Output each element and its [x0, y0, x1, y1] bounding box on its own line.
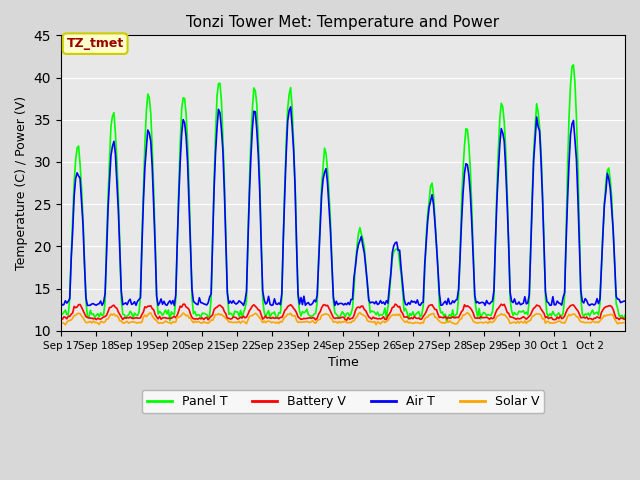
Solar V: [77, 313, 85, 319]
X-axis label: Time: Time: [328, 356, 358, 369]
Solar V: [95, 322, 103, 327]
Battery V: [546, 315, 554, 321]
Solar V: [620, 320, 627, 325]
Line: Panel T: Panel T: [61, 65, 625, 322]
Panel T: [94, 311, 102, 316]
Battery V: [57, 316, 65, 322]
Panel T: [620, 316, 627, 322]
Air T: [287, 104, 294, 110]
Panel T: [57, 310, 65, 315]
Solar V: [621, 320, 629, 325]
Solar V: [57, 319, 65, 325]
Panel T: [443, 319, 451, 325]
Line: Air T: Air T: [61, 107, 625, 305]
Title: Tonzi Tower Met: Temperature and Power: Tonzi Tower Met: Temperature and Power: [186, 15, 499, 30]
Air T: [95, 301, 103, 307]
Line: Battery V: Battery V: [61, 304, 625, 320]
Panel T: [621, 312, 629, 318]
Solar V: [349, 318, 356, 324]
Air T: [76, 175, 84, 181]
Panel T: [76, 161, 84, 167]
Panel T: [545, 313, 552, 319]
Air T: [84, 302, 92, 308]
Air T: [57, 300, 65, 306]
Battery V: [392, 301, 399, 307]
Solar V: [546, 321, 554, 326]
Air T: [462, 161, 470, 167]
Battery V: [462, 304, 470, 310]
Panel T: [461, 143, 468, 149]
Air T: [620, 299, 627, 304]
Legend: Panel T, Battery V, Air T, Solar V: Panel T, Battery V, Air T, Solar V: [141, 390, 545, 413]
Text: TZ_tmet: TZ_tmet: [67, 37, 124, 50]
Solar V: [61, 322, 69, 328]
Battery V: [94, 315, 102, 321]
Air T: [350, 274, 358, 280]
Battery V: [349, 315, 356, 321]
Battery V: [343, 317, 351, 323]
Battery V: [620, 316, 627, 322]
Panel T: [348, 311, 355, 316]
Y-axis label: Temperature (C) / Power (V): Temperature (C) / Power (V): [15, 96, 28, 270]
Line: Solar V: Solar V: [61, 312, 625, 325]
Solar V: [356, 310, 364, 315]
Solar V: [462, 311, 470, 317]
Battery V: [76, 301, 84, 307]
Battery V: [621, 317, 629, 323]
Panel T: [570, 62, 577, 68]
Air T: [621, 298, 629, 304]
Air T: [546, 302, 554, 308]
